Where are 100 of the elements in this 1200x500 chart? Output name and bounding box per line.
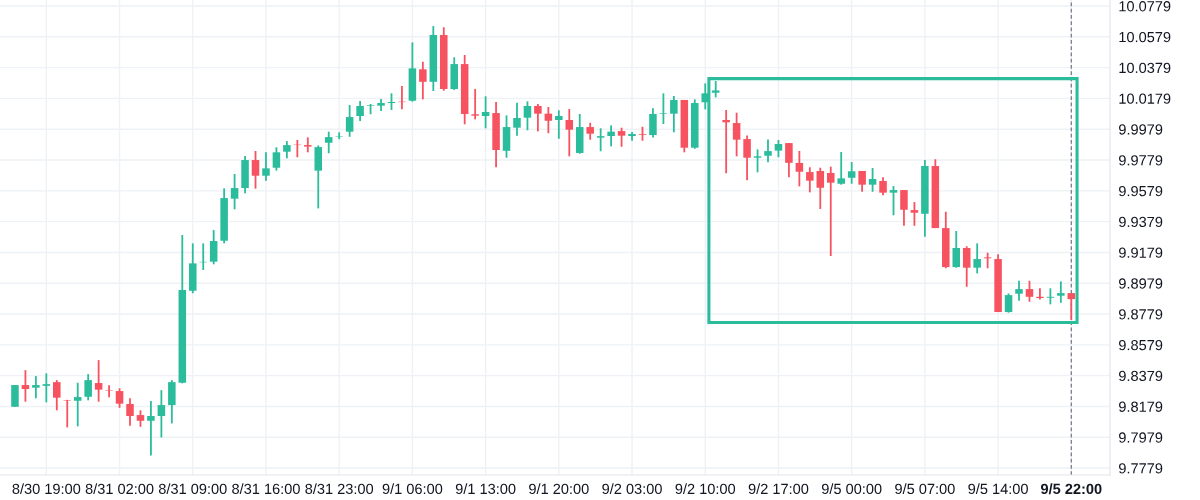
candlestick <box>806 166 814 194</box>
x-tick-label: 9/2 10:00 <box>675 483 736 495</box>
y-tick-label: 9.9779 <box>1119 155 1163 166</box>
candlestick <box>115 387 124 409</box>
candlestick <box>534 103 542 133</box>
candlestick <box>314 144 323 210</box>
y-tick-label: 10.0779 <box>1119 1 1171 12</box>
candlestick <box>262 151 270 182</box>
candlestick <box>42 372 51 404</box>
candlestick <box>53 379 61 412</box>
candlestick <box>889 185 898 217</box>
x-tick-label: 8/31 23:00 <box>305 483 374 495</box>
x-tick-label: 9/5 07:00 <box>895 483 955 495</box>
y-tick-label: 9.8779 <box>1119 309 1163 320</box>
candlestick <box>565 108 574 158</box>
candlestick <box>837 151 845 186</box>
y-tick-label: 9.8379 <box>1119 370 1163 382</box>
y-tick-label: 10.0179 <box>1119 93 1171 104</box>
candlestick <box>753 148 762 174</box>
candlestick <box>743 134 751 182</box>
candlestick <box>952 230 961 269</box>
y-tick-label: 9.9979 <box>1119 124 1163 135</box>
candlestick <box>1067 292 1076 321</box>
candlestick <box>1057 280 1065 304</box>
candlestick <box>126 397 134 427</box>
candlestick <box>147 400 155 457</box>
candlestick <box>523 100 532 132</box>
candlestick <box>555 109 563 140</box>
candlestick <box>157 389 166 439</box>
candlestick <box>607 124 615 148</box>
candlestick <box>659 92 668 125</box>
candlestick <box>324 130 333 155</box>
candlestick <box>900 189 908 227</box>
candlestick <box>105 384 113 399</box>
candlestick <box>544 106 553 135</box>
candlestick <box>11 384 19 408</box>
candlestick <box>502 114 511 159</box>
candlestick <box>1004 292 1013 314</box>
y-tick-label: 9.7979 <box>1119 432 1163 443</box>
candlestick <box>63 398 72 429</box>
candlestick <box>32 375 40 400</box>
candlestick <box>826 165 835 257</box>
candlestick <box>764 138 772 164</box>
candlestick <box>670 95 678 134</box>
x-tick-label: 8/30 19:00 <box>12 483 81 495</box>
candlestick <box>1046 287 1055 306</box>
x-tick-label: 9/2 17:00 <box>748 483 809 495</box>
x-tick-label: 9/5 14:00 <box>968 483 1028 495</box>
candlestick <box>816 166 825 210</box>
candlestick <box>513 101 521 137</box>
candlestick <box>962 245 971 288</box>
candlestick <box>732 111 741 158</box>
candlestick <box>596 127 605 153</box>
x-tick-label: 9/1 20:00 <box>529 483 589 495</box>
x-tick-label: 8/31 09:00 <box>158 483 227 495</box>
x-tick-label: 9/5 22:00 <box>1041 483 1102 495</box>
candlestick <box>84 373 92 402</box>
candlestick <box>617 126 626 148</box>
candlestick <box>910 201 919 227</box>
candlestick <box>1025 279 1034 303</box>
candlestick <box>973 242 981 275</box>
candlestick <box>21 369 30 403</box>
y-tick-label: 9.8579 <box>1119 339 1163 351</box>
candlestick <box>345 104 354 138</box>
candlestick <box>272 146 281 172</box>
candlestick <box>481 95 490 130</box>
candlestick <box>649 107 657 139</box>
y-tick-label: 9.8179 <box>1119 401 1163 412</box>
candlestick <box>983 251 992 270</box>
x-tick-label: 9/1 06:00 <box>382 483 443 495</box>
candlestick <box>230 173 239 211</box>
candlestick <box>168 379 176 425</box>
candlestick <box>711 80 720 99</box>
candlestick <box>471 88 479 121</box>
y-tick-label: 10.0379 <box>1119 62 1171 74</box>
candlestick <box>879 176 887 197</box>
candlestick <box>785 142 793 179</box>
candlestick <box>1015 279 1023 302</box>
candlestick <box>868 167 877 193</box>
candlestick <box>251 150 260 190</box>
x-tick-label: 9/5 00:00 <box>821 483 882 495</box>
y-tick-label: 10.0579 <box>1119 31 1171 43</box>
y-tick-label: 9.7779 <box>1119 463 1163 474</box>
x-tick-label: 8/31 02:00 <box>85 483 154 495</box>
y-tick-label: 9.9179 <box>1119 247 1163 258</box>
candlestick <box>73 381 82 428</box>
candlestick <box>795 150 804 188</box>
y-tick-label: 9.9379 <box>1119 216 1163 228</box>
candlestick <box>419 60 427 101</box>
candlestick <box>722 109 730 175</box>
x-tick-label: 9/2 03:00 <box>602 483 662 495</box>
candlestick <box>847 161 856 185</box>
candlestick <box>209 229 218 266</box>
candlestick <box>304 136 312 154</box>
x-tick-label: 9/1 13:00 <box>455 483 516 495</box>
candlestick <box>94 359 103 403</box>
candlestick <box>356 100 364 122</box>
x-tick-label: 8/31 16:00 <box>232 483 300 495</box>
y-tick-label: 9.9579 <box>1119 185 1163 197</box>
y-tick-label: 9.8979 <box>1119 278 1163 289</box>
